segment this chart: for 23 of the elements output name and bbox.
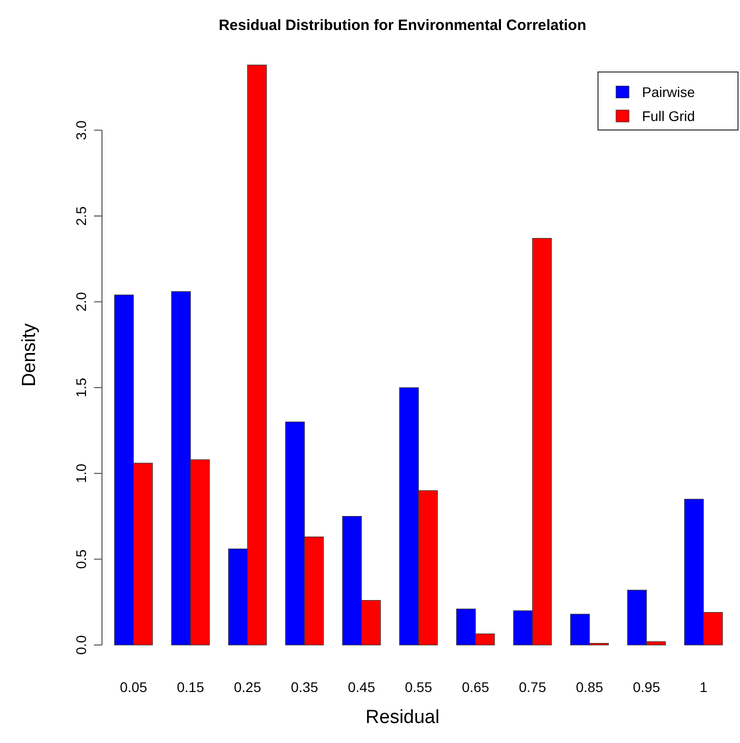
- legend-label: Pairwise: [642, 84, 696, 100]
- x-tick-label: 0.95: [632, 679, 660, 695]
- x-tick-label: 0.85: [576, 679, 604, 695]
- x-tick-label: 0.45: [348, 679, 376, 695]
- x-tick-label: 0.65: [462, 679, 490, 695]
- x-tick-label: 0.25: [234, 679, 262, 695]
- x-tick-label: 0.55: [404, 679, 432, 695]
- y-tick-label: 3.0: [73, 120, 89, 140]
- x-tick-label: 0.05: [120, 679, 148, 695]
- x-tick-label: 0.75: [518, 679, 546, 695]
- y-tick-label: 1.5: [73, 378, 89, 398]
- y-axis-title: Density: [19, 322, 40, 387]
- y-tick-label: 0.5: [73, 549, 89, 569]
- y-tick-label: 1.0: [73, 463, 89, 484]
- chart-title: Residual Distribution for Environmental Correlation: [218, 17, 586, 34]
- x-axis-title: Residual: [366, 707, 440, 728]
- y-tick-label: 0.0: [73, 635, 89, 655]
- x-tick-label: 0.35: [290, 679, 318, 695]
- legend-label: Full Grid: [642, 108, 695, 124]
- x-tick-label: 1: [700, 679, 708, 695]
- y-tick-label: 2.0: [73, 292, 89, 312]
- y-tick-label: 2.5: [73, 206, 89, 226]
- x-tick-label: 0.15: [176, 679, 204, 695]
